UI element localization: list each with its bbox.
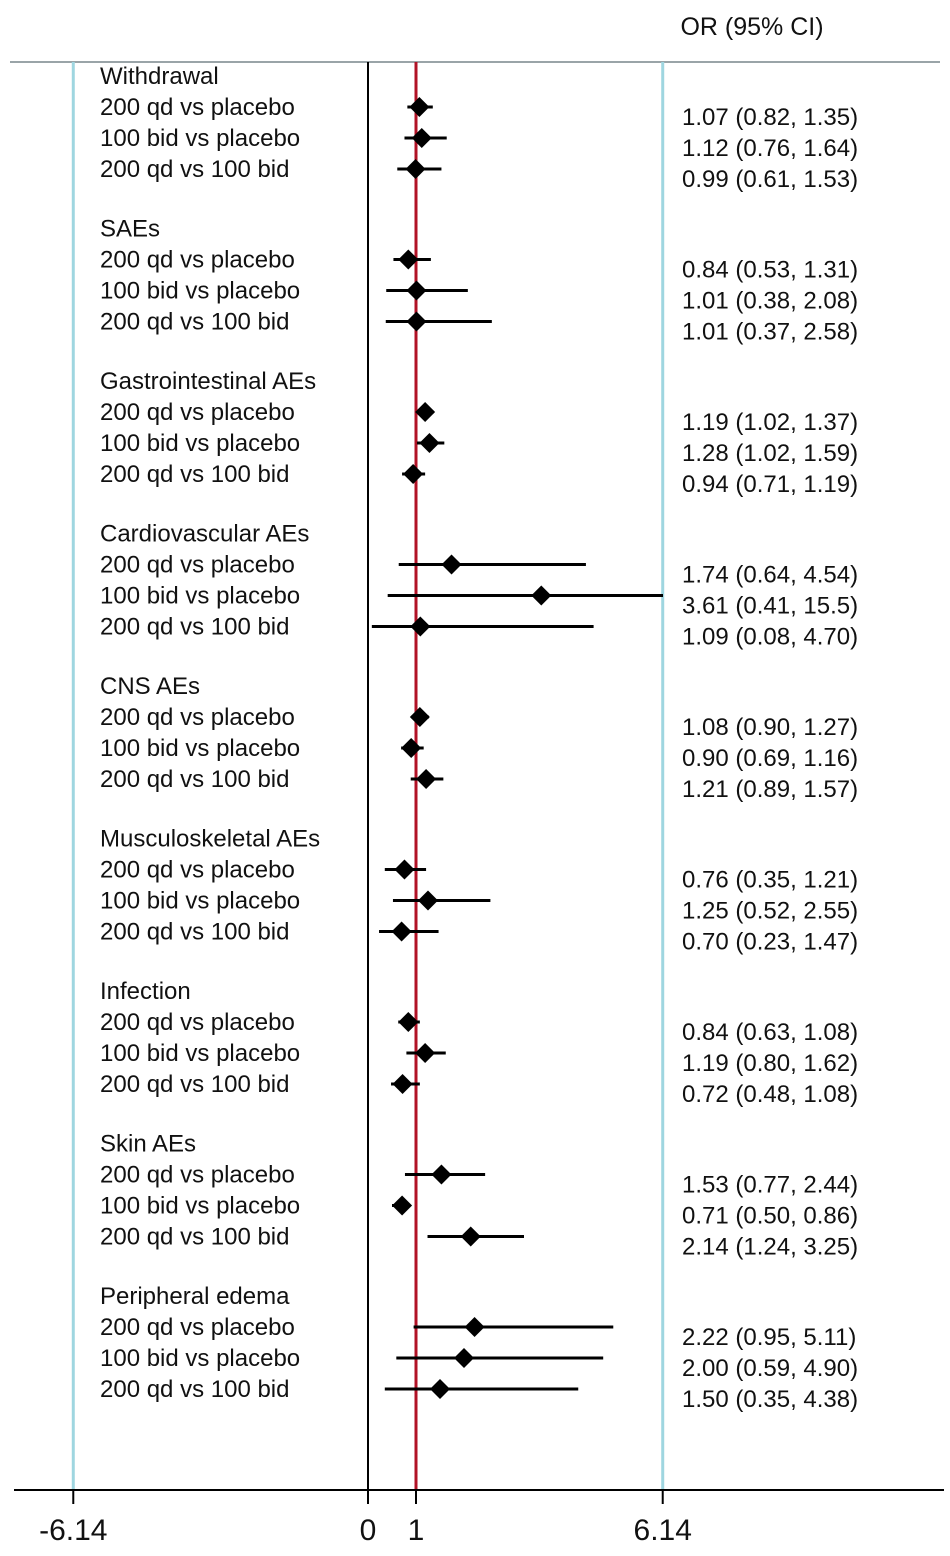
point-estimate-marker — [406, 311, 427, 332]
or-ci-value: 0.90 (0.69, 1.16) — [682, 745, 858, 772]
row-label: 200 qd vs placebo — [100, 94, 295, 121]
row-label: 200 qd vs 100 bid — [100, 614, 289, 641]
or-ci-value: 0.72 (0.48, 1.08) — [682, 1081, 858, 1108]
group-label: Peripheral edema — [100, 1283, 290, 1310]
point-estimate-marker — [410, 616, 431, 637]
or-ci-value: 1.50 (0.35, 4.38) — [682, 1386, 858, 1413]
group-label: Musculoskeletal AEs — [100, 826, 320, 853]
point-estimate-marker — [409, 97, 430, 117]
row-label: 100 bid vs placebo — [100, 1193, 300, 1220]
point-estimate-marker — [398, 1012, 419, 1032]
point-estimate-marker — [415, 402, 436, 422]
point-estimate-marker — [454, 1348, 474, 1368]
point-estimate-marker — [406, 280, 427, 301]
or-ci-value: 1.07 (0.82, 1.35) — [682, 104, 858, 131]
or-ci-value: 1.25 (0.52, 2.55) — [682, 898, 858, 925]
row-label: 200 qd vs 100 bid — [100, 1071, 289, 1098]
point-estimate-marker — [392, 1074, 413, 1094]
x-tick-label: 0 — [360, 1514, 377, 1547]
or-ci-value: 1.53 (0.77, 2.44) — [682, 1172, 858, 1199]
row-label: 200 qd vs 100 bid — [100, 766, 289, 793]
or-ci-value: 0.99 (0.61, 1.53) — [682, 166, 858, 193]
row-label: 200 qd vs placebo — [100, 1009, 295, 1036]
row-label: 200 qd vs placebo — [100, 857, 295, 884]
or-ci-value: 1.08 (0.90, 1.27) — [682, 714, 858, 741]
point-estimate-marker — [391, 921, 412, 942]
row-label: 100 bid vs placebo — [100, 125, 300, 152]
or-ci-value: 0.94 (0.71, 1.19) — [682, 471, 858, 498]
or-ci-value: 3.61 (0.41, 15.5) — [682, 593, 858, 620]
point-estimate-marker — [409, 707, 430, 727]
or-ci-value: 0.84 (0.63, 1.08) — [682, 1019, 858, 1046]
point-estimate-marker — [398, 249, 419, 270]
or-ci-value: 0.70 (0.23, 1.47) — [682, 929, 858, 956]
row-label: 200 qd vs placebo — [100, 552, 295, 579]
row-label: 200 qd vs 100 bid — [100, 1376, 289, 1403]
row-label: 200 qd vs placebo — [100, 1314, 295, 1341]
row-label: 200 qd vs 100 bid — [100, 461, 289, 488]
or-ci-value: 1.19 (0.80, 1.62) — [682, 1050, 858, 1077]
row-label: 200 qd vs placebo — [100, 704, 295, 731]
group-label: Gastrointestinal AEs — [100, 368, 316, 395]
point-estimate-marker — [411, 128, 432, 148]
row-label: 200 qd vs 100 bid — [100, 1224, 289, 1251]
or-ci-value: 1.01 (0.37, 2.58) — [682, 319, 858, 346]
row-label: 100 bid vs placebo — [100, 888, 300, 915]
or-ci-value: 2.22 (0.95, 5.11) — [682, 1324, 856, 1351]
row-label: 200 qd vs placebo — [100, 247, 295, 274]
point-estimate-marker — [464, 1317, 485, 1337]
point-estimate-marker — [531, 585, 552, 606]
or-ci-value: 1.28 (1.02, 1.59) — [682, 440, 858, 467]
x-tick-label: -6.14 — [39, 1514, 107, 1547]
point-estimate-marker — [415, 1043, 436, 1063]
or-ci-value: 1.74 (0.64, 4.54) — [682, 562, 858, 589]
group-label: SAEs — [100, 216, 160, 243]
point-estimate-marker — [419, 433, 440, 453]
group-label: Skin AEs — [100, 1131, 196, 1158]
row-label: 100 bid vs placebo — [100, 583, 300, 610]
row-label: 100 bid vs placebo — [100, 735, 300, 762]
point-estimate-marker — [430, 1379, 450, 1399]
or-ci-value: 2.00 (0.59, 4.90) — [682, 1355, 858, 1382]
or-ci-value: 1.21 (0.89, 1.57) — [682, 776, 858, 803]
group-label: Withdrawal — [100, 63, 219, 90]
x-tick-label: 6.14 — [634, 1514, 692, 1547]
point-estimate-marker — [401, 738, 422, 758]
or-ci-value: 2.14 (1.24, 3.25) — [682, 1234, 858, 1261]
point-estimate-marker — [441, 554, 462, 575]
or-ci-value: 0.76 (0.35, 1.21) — [682, 867, 858, 894]
row-label: 100 bid vs placebo — [100, 430, 300, 457]
or-ci-value: 0.84 (0.53, 1.31) — [682, 257, 858, 284]
point-estimate-marker — [460, 1226, 481, 1247]
point-estimate-marker — [392, 1195, 413, 1216]
row-label: 200 qd vs 100 bid — [100, 156, 289, 183]
point-estimate-marker — [431, 1164, 452, 1185]
or-ci-value: 1.19 (1.02, 1.37) — [682, 409, 858, 436]
or-column-header: OR (95% CI) — [680, 13, 823, 41]
x-tick-label: 1 — [408, 1514, 425, 1547]
point-estimate-marker — [416, 769, 437, 789]
point-estimate-marker — [405, 159, 426, 179]
row-label: 200 qd vs placebo — [100, 399, 295, 426]
point-estimate-marker — [418, 890, 438, 911]
or-ci-value: 1.01 (0.38, 2.08) — [682, 288, 858, 315]
row-label: 200 qd vs placebo — [100, 1162, 295, 1189]
row-label: 200 qd vs 100 bid — [100, 919, 289, 946]
row-label: 200 qd vs 100 bid — [100, 309, 289, 336]
row-label: 100 bid vs placebo — [100, 1345, 300, 1372]
or-ci-value: 1.12 (0.76, 1.64) — [682, 135, 858, 162]
point-estimate-marker — [394, 859, 415, 880]
or-ci-value: 1.09 (0.08, 4.70) — [682, 624, 858, 651]
group-label: Cardiovascular AEs — [100, 521, 309, 548]
or-ci-value: 0.71 (0.50, 0.86) — [682, 1203, 858, 1230]
row-label: 100 bid vs placebo — [100, 1040, 300, 1067]
row-label: 100 bid vs placebo — [100, 278, 300, 305]
group-label: CNS AEs — [100, 673, 200, 700]
group-label: Infection — [100, 978, 191, 1005]
point-estimate-marker — [403, 464, 424, 484]
